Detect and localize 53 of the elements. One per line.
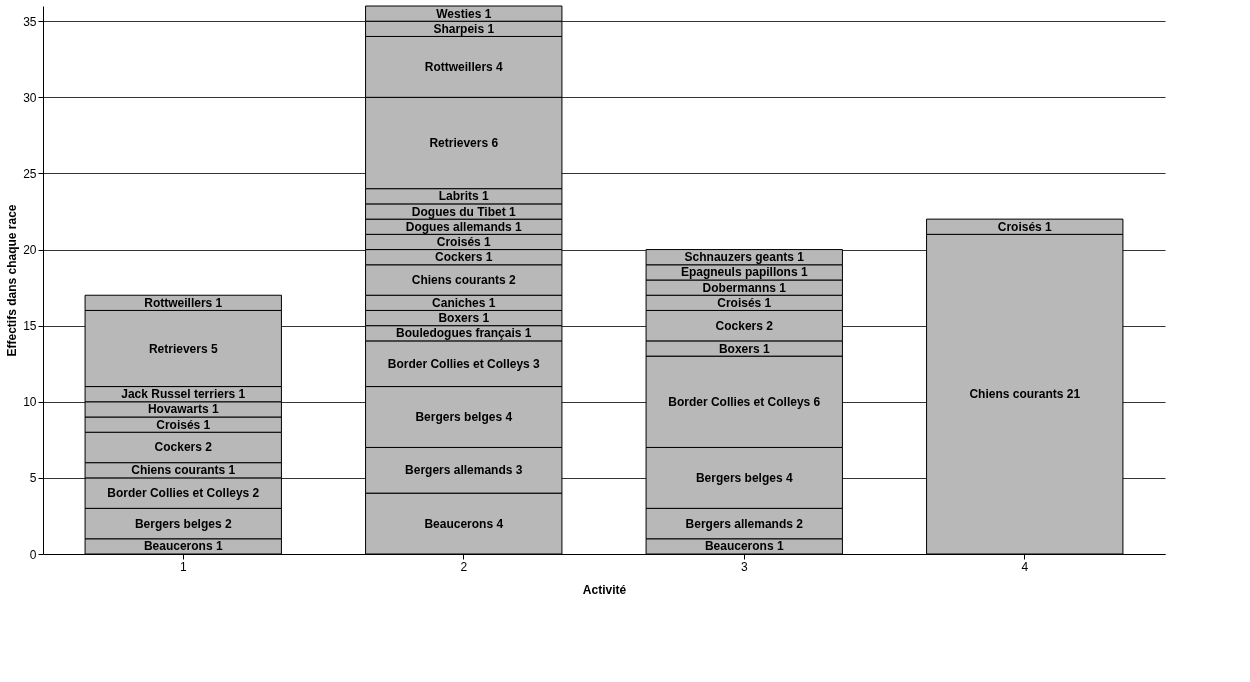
data-label: Westies 1 — [436, 6, 492, 21]
data-label: Sharpeis 1 — [433, 21, 495, 36]
data-label: Chiens courants 2 — [411, 273, 517, 287]
data-label: Boxers 1 — [718, 341, 770, 356]
data-label: Caniches 1 — [432, 295, 496, 310]
data-label: Bergers belges 4 — [415, 410, 513, 424]
data-label: Border Collies et Colleys 2 — [107, 486, 260, 501]
data-label: Croisés 1 — [997, 219, 1053, 234]
data-label: Retrievers 6 — [429, 136, 499, 150]
data-label: Bergers belges 4 — [695, 470, 793, 485]
data-label: Dobermanns 1 — [702, 280, 787, 295]
data-label: Schnauzers geants 1 — [684, 250, 805, 265]
data-label: Jack Russel terriers 1 — [121, 387, 246, 402]
data-label: Labrits 1 — [438, 189, 490, 204]
data-label: Hovawarts 1 — [147, 402, 219, 417]
data-label: Retrievers 5 — [148, 341, 218, 356]
data-label: Bergers allemands 2 — [685, 516, 804, 531]
y-tick-label: 0 — [29, 547, 37, 562]
data-label: Beaucerons 1 — [143, 539, 223, 554]
data-label: Epagneuls papillons 1 — [680, 265, 808, 280]
x-tick-label: 4 — [1021, 559, 1029, 574]
y-tick-label: 25 — [23, 166, 37, 181]
data-label: Beaucerons 1 — [704, 539, 784, 554]
data-label: Cockers 2 — [715, 318, 774, 333]
data-label: Beaucerons 4 — [424, 516, 504, 531]
x-tick-label: 1 — [179, 559, 187, 574]
y-tick-label: 5 — [29, 471, 37, 486]
y-tick-label: 10 — [23, 395, 37, 410]
data-label: Croisés 1 — [156, 417, 211, 432]
data-label: Boxers 1 — [438, 311, 490, 326]
data-label: Dogues du Tibet 1 — [411, 204, 516, 219]
y-tick-label: 20 — [23, 243, 37, 258]
data-label: Bergers allemands 3 — [405, 463, 523, 478]
data-label: Croisés 1 — [717, 295, 772, 310]
data-label: Bergers belges 2 — [134, 516, 232, 531]
x-axis-title: Activité — [582, 582, 627, 597]
data-label: Border Collies et Colleys 3 — [387, 356, 541, 371]
y-tick-label: 15 — [23, 319, 37, 334]
data-label: Cockers 2 — [154, 440, 213, 455]
y-tick-label: 35 — [23, 14, 37, 29]
data-label: Chiens courants 21 — [969, 387, 1081, 402]
data-label: Border Collies et Colleys 6 — [668, 394, 821, 409]
data-label: Cockers 1 — [435, 250, 493, 265]
data-label: Rottweillers 1 — [144, 295, 223, 310]
x-tick-label: 2 — [460, 559, 468, 574]
y-tick-label: 30 — [23, 90, 37, 105]
y-axis-title: Effectifs dans chaque race — [5, 204, 20, 357]
data-label: Rottweillers 4 — [424, 59, 504, 74]
data-label: Croisés 1 — [436, 234, 492, 249]
data-label: Dogues allemands 1 — [405, 219, 523, 234]
x-tick-label: 3 — [740, 559, 748, 574]
data-label: Bouledogues français 1 — [396, 326, 532, 341]
data-label: Chiens courants 1 — [131, 463, 236, 478]
